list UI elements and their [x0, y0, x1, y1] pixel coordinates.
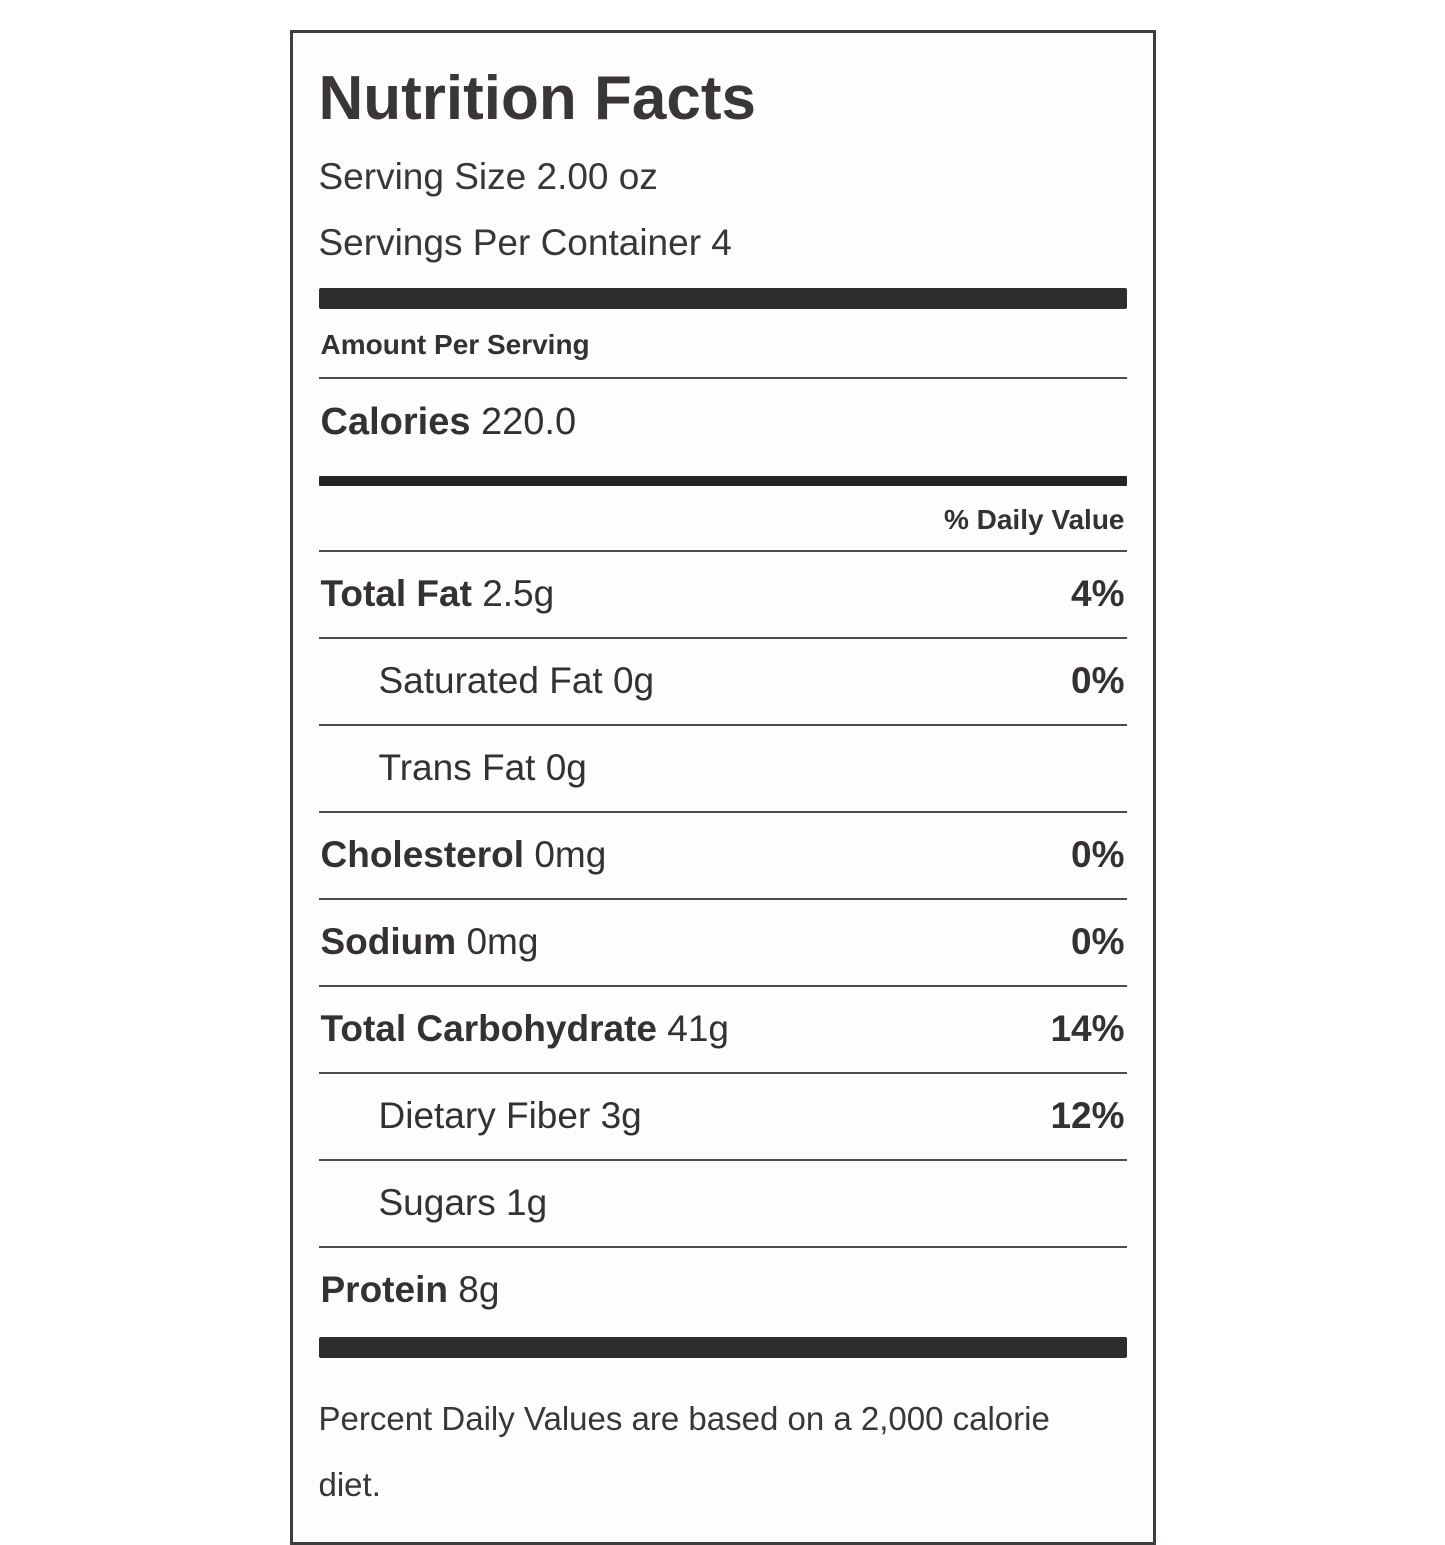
- nutrient-amount: 0mg: [534, 834, 607, 875]
- nutrient-name: Total Carbohydrate: [320, 1008, 657, 1049]
- daily-value-percent: 12%: [1050, 1095, 1125, 1136]
- daily-value-percent: 0%: [1071, 834, 1125, 875]
- footnote-text: Percent Daily Values are based on a 2,00…: [318, 1400, 1050, 1503]
- nutrient-row-dietary-fiber: Dietary Fiber 3g 12%: [318, 1074, 1127, 1161]
- daily-value-percent: 4%: [1071, 573, 1125, 614]
- separator-bar-bottom: [318, 1337, 1127, 1358]
- daily-value-percent: 0%: [1071, 660, 1125, 701]
- nutrient-amount: 2.5g: [482, 573, 555, 614]
- nutrition-label: Nutrition Facts Serving Size 2.00 oz Ser…: [289, 30, 1156, 1545]
- nutrient-amount: 8g: [458, 1269, 500, 1310]
- serving-size-text: Serving Size 2.00 oz: [318, 156, 658, 197]
- nutrient-amount: 0mg: [466, 921, 539, 962]
- daily-value-percent: 0%: [1071, 921, 1125, 962]
- nutrient-name: Saturated Fat: [378, 660, 603, 701]
- separator-bar-top: [318, 288, 1127, 309]
- nutrient-row-total-carbohydrate: Total Carbohydrate 41g 14%: [318, 987, 1127, 1074]
- label-title: Nutrition Facts: [318, 64, 756, 133]
- nutrient-name: Sodium: [320, 921, 457, 962]
- daily-value-percent: 14%: [1050, 1008, 1125, 1049]
- nutrient-row-sodium: Sodium 0mg 0%: [318, 900, 1127, 987]
- nutrient-amount: 3g: [600, 1095, 642, 1136]
- nutrient-row-protein: Protein 8g: [319, 1248, 1127, 1333]
- nutrient-amount: 0g: [545, 747, 587, 788]
- separator-bar-calories: [318, 476, 1127, 486]
- nutrient-row-saturated-fat: Saturated Fat 0g 0%: [318, 639, 1127, 726]
- nutrient-row-trans-fat: Trans Fat 0g: [318, 726, 1127, 813]
- nutrient-amount: 1g: [506, 1182, 548, 1223]
- nutrient-row-cholesterol: Cholesterol 0mg 0%: [318, 813, 1127, 900]
- nutrient-name: Sugars: [378, 1182, 496, 1223]
- nutrient-name: Protein: [320, 1269, 448, 1310]
- nutrient-row-sugars: Sugars 1g: [318, 1161, 1127, 1248]
- daily-value-header: % Daily Value: [318, 486, 1127, 552]
- calories-label: Calories: [320, 401, 471, 443]
- amount-per-serving-label: Amount Per Serving: [318, 323, 1127, 379]
- servings-per-container-text: Servings Per Container 4: [318, 222, 732, 263]
- nutrient-name: Total Fat: [320, 573, 472, 614]
- calories-row: Calories 220.0: [319, 379, 1127, 470]
- nutrient-name: Cholesterol: [320, 834, 525, 875]
- nutrient-row-total-fat: Total Fat 2.5g 4%: [318, 552, 1127, 639]
- nutrient-amount: 0g: [612, 660, 655, 701]
- nutrient-amount: 41g: [667, 1008, 729, 1049]
- nutrient-name: Trans Fat: [378, 747, 536, 788]
- calories-value: 220.0: [481, 401, 577, 443]
- nutrient-name: Dietary Fiber: [378, 1095, 591, 1136]
